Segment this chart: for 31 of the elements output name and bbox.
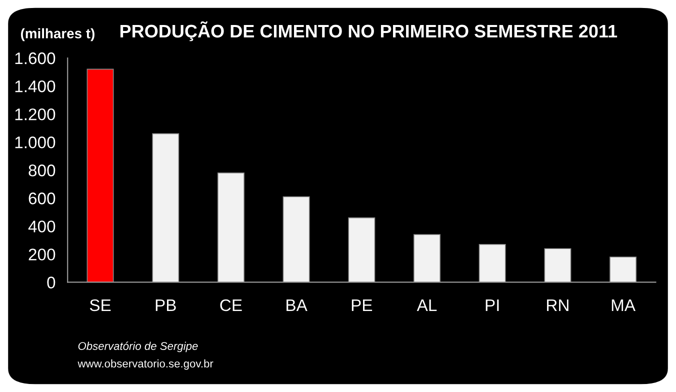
x-tick-label: PE [352, 300, 372, 311]
y-tick-label: 0 [47, 276, 56, 288]
bar [478, 244, 506, 282]
chart-title: PRODUÇÃO DE CIMENTO NO PRIMEIRO SEMESTRE 2011 [120, 21, 618, 42]
x-tick-label: RN [547, 300, 568, 311]
bar [217, 172, 244, 282]
text: Observatório de Sergipe [78, 342, 198, 352]
y-tick-label: 1.600 [15, 52, 56, 64]
y-tick-label: 800 [28, 164, 56, 176]
y-tick-label: 400 [28, 220, 56, 232]
y-tick-label: 1.400 [15, 80, 56, 92]
x-tick-label: MA [612, 300, 636, 311]
y-axis-title: (milhares t) [20, 28, 94, 42]
bar [544, 248, 572, 282]
bar [282, 196, 310, 282]
bar [152, 133, 180, 282]
x-tick-label: PB [156, 300, 176, 311]
x-tick-label: BA [286, 300, 308, 311]
y-tick-label: 1.000 [15, 136, 56, 148]
x-tick-label: AL [416, 300, 437, 311]
y-tick-label: 600 [28, 192, 56, 204]
bar [86, 68, 114, 282]
bar [414, 234, 440, 282]
x-tick-label: SE [90, 299, 111, 312]
bar [348, 217, 376, 282]
text: www.observatorio.se.gov.br [78, 359, 214, 370]
bar [610, 256, 637, 282]
y-tick-label: 200 [28, 248, 56, 260]
x-tick-label: CE [220, 299, 242, 312]
x-tick-label: PI [486, 300, 499, 311]
y-tick-label: 1.200 [15, 108, 56, 120]
